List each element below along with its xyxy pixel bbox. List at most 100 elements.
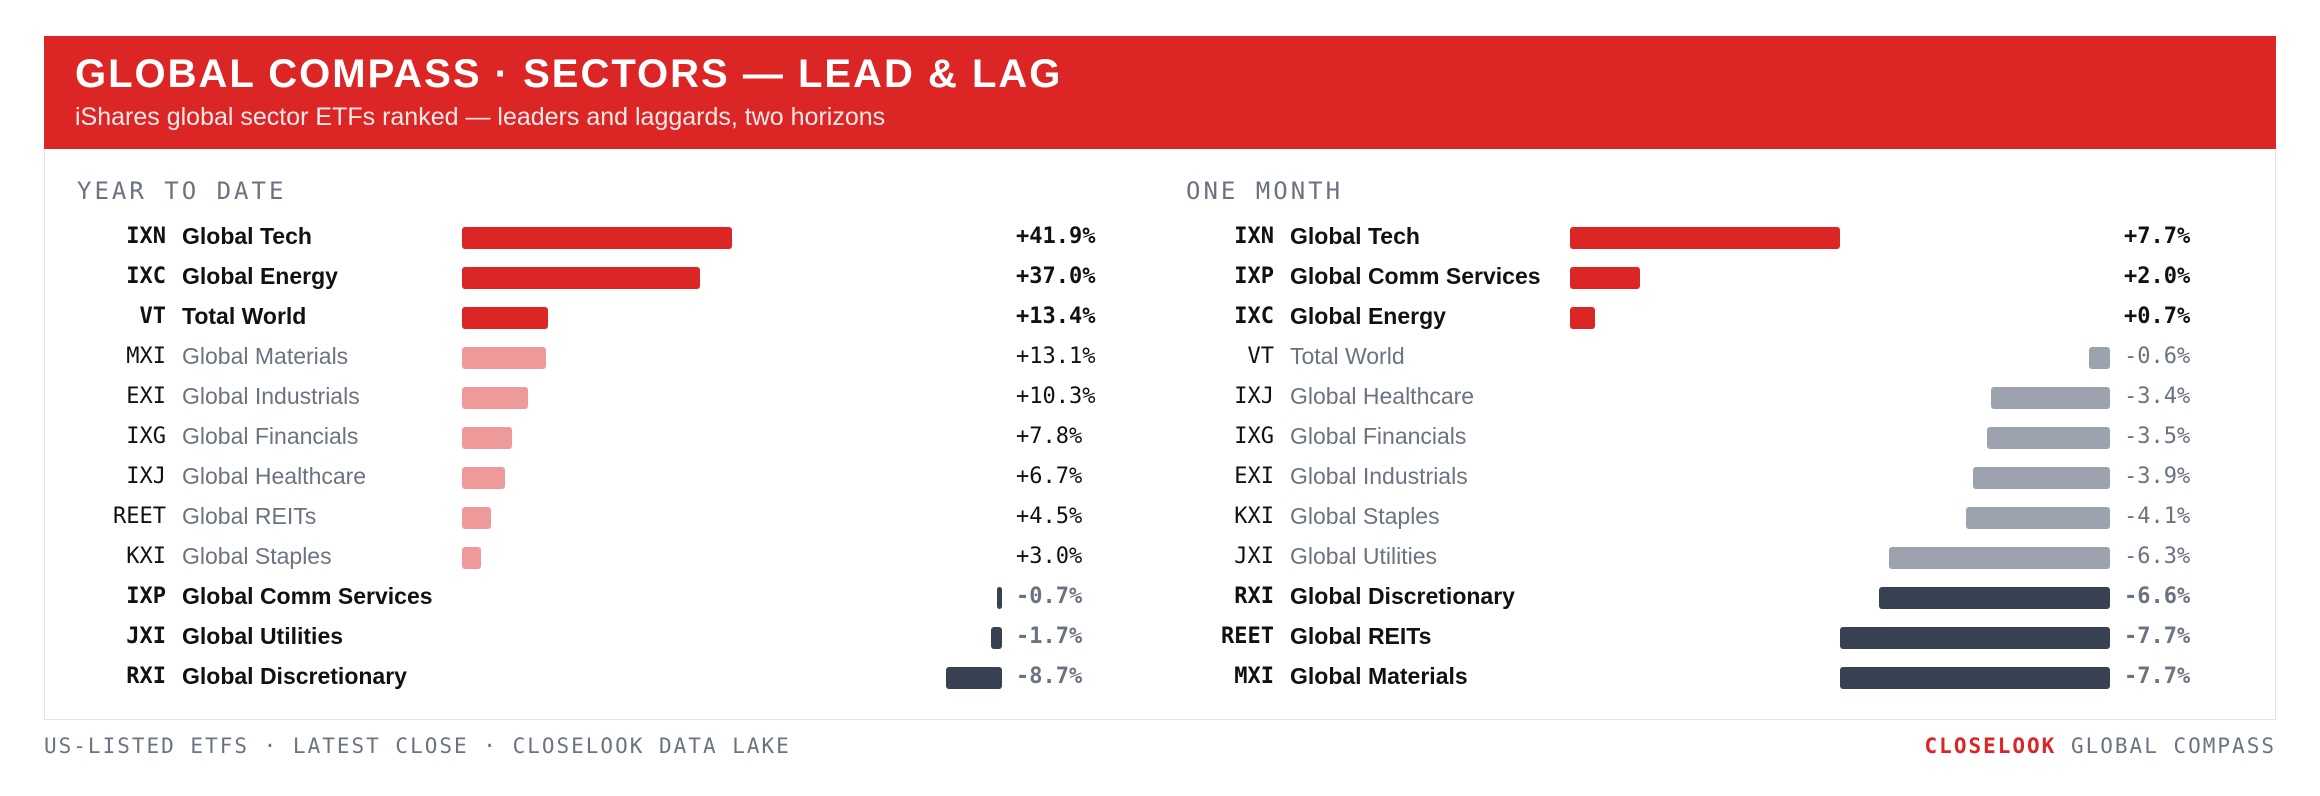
- data-label: +2.0%: [2124, 264, 2191, 289]
- header-banner: GLOBAL COMPASS · SECTORS — LEAD & LAG iS…: [44, 36, 2276, 149]
- page-subtitle: iShares global sector ETFs ranked — lead…: [75, 103, 886, 131]
- data-label: -3.4%: [2124, 384, 2191, 409]
- ytd-row-vt: VT Total World +13.4%: [0, 297, 2320, 337]
- tick-label-name: Global Discretionary: [182, 663, 407, 689]
- data-label: +0.7%: [2124, 304, 2191, 329]
- data-label: +37.0%: [1016, 264, 1096, 289]
- bar-mark: [462, 507, 491, 529]
- tick-label-name: Global Energy: [1290, 303, 1446, 329]
- tick-label-name: Global Financials: [1290, 423, 1467, 449]
- data-label: +6.7%: [1016, 464, 1083, 489]
- brand-product: GLOBAL COMPASS: [2070, 734, 2276, 758]
- bar-mark: [945, 667, 1002, 689]
- data-label: -0.7%: [1016, 584, 1083, 609]
- bar-mark: [1878, 587, 2110, 609]
- tick-label-ticker: IXC: [126, 264, 166, 289]
- data-label: -0.6%: [2124, 344, 2191, 369]
- tick-label-ticker: JXI: [126, 624, 166, 649]
- data-label: +10.3%: [1016, 384, 1096, 409]
- tick-label-ticker: IXN: [126, 224, 166, 249]
- month-row-ixj: IXJ Global Healthcare -3.4%: [0, 377, 2320, 417]
- data-label: -3.5%: [2124, 424, 2191, 449]
- tick-label-name: Global Materials: [1290, 663, 1468, 689]
- ytd-row-ixn: IXN Global Tech +41.9%: [0, 217, 2320, 257]
- tick-label-name: Global Staples: [182, 543, 332, 569]
- bar-mark: [462, 347, 547, 369]
- data-label: -8.7%: [1016, 664, 1083, 689]
- tick-label-ticker: IXP: [126, 584, 166, 609]
- tick-label-name: Global Utilities: [1290, 543, 1437, 569]
- month-row-rxi: RXI Global Discretionary -6.6%: [0, 577, 2320, 617]
- ytd-row-mxi: MXI Global Materials +13.1%: [0, 337, 2320, 377]
- bar-mark: [462, 467, 506, 489]
- month-row-mxi: MXI Global Materials -7.7%: [0, 657, 2320, 697]
- bar-mark: [1840, 667, 2110, 689]
- tick-label-name: Global Staples: [1290, 503, 1440, 529]
- bar-mark: [1570, 227, 1840, 249]
- tick-label-name: Global Comm Services: [182, 583, 433, 609]
- footer-source: US-LISTED ETFS · LATEST CLOSE · CLOSELOO…: [44, 734, 791, 758]
- bar-mark: [991, 627, 1002, 649]
- bar-mark: [462, 387, 529, 409]
- tick-label-ticker: IXN: [1234, 224, 1274, 249]
- tick-label-name: Global REITs: [182, 503, 317, 529]
- tick-label-ticker: REET: [113, 504, 166, 529]
- bar-mark: [1987, 427, 2110, 449]
- ytd-row-ixp: IXP Global Comm Services -0.7%: [0, 577, 2320, 617]
- tick-label-name: Global Financials: [182, 423, 359, 449]
- footer-brand: CLOSELOOK GLOBAL COMPASS: [1925, 734, 2276, 758]
- month-row-ixn: IXN Global Tech +7.7%: [0, 217, 2320, 257]
- month-row-vt: VT Total World -0.6%: [0, 337, 2320, 377]
- bar-mark: [1990, 387, 2110, 409]
- bar-mark: [462, 307, 549, 329]
- data-label: -3.9%: [2124, 464, 2191, 489]
- data-label: -1.7%: [1016, 624, 1083, 649]
- month-row-jxi: JXI Global Utilities -6.3%: [0, 537, 2320, 577]
- data-label: +13.4%: [1016, 304, 1096, 329]
- tick-label-ticker: VT: [139, 304, 167, 329]
- data-label: +4.5%: [1016, 504, 1083, 529]
- tick-label-name: Global Utilities: [182, 623, 344, 649]
- bar-mark: [1570, 307, 1595, 329]
- bar-mark: [1973, 467, 2110, 489]
- bar-mark: [1840, 627, 2110, 649]
- bar-mark: [462, 227, 732, 249]
- tick-label-ticker: VT: [1247, 344, 1275, 369]
- tick-label-name: Global REITs: [1290, 623, 1432, 649]
- month-row-ixg: IXG Global Financials -3.5%: [0, 417, 2320, 457]
- data-label: +7.8%: [1016, 424, 1083, 449]
- tick-label-ticker: IXG: [126, 424, 166, 449]
- ytd-row-reet: REET Global REITs +4.5%: [0, 497, 2320, 537]
- ytd-row-ixj: IXJ Global Healthcare +6.7%: [0, 457, 2320, 497]
- tick-label-ticker: IXJ: [1234, 384, 1274, 409]
- data-label: +7.7%: [2124, 224, 2191, 249]
- data-label: -7.7%: [2124, 664, 2191, 689]
- month-row-ixp: IXP Global Comm Services +2.0%: [0, 257, 2320, 297]
- tick-label-ticker: KXI: [1234, 504, 1274, 529]
- data-label: +41.9%: [1016, 224, 1096, 249]
- ytd-row-kxi: KXI Global Staples +3.0%: [0, 537, 2320, 577]
- data-label: -6.3%: [2124, 544, 2191, 569]
- month-row-reet: REET Global REITs -7.7%: [0, 617, 2320, 657]
- tick-label-name: Global Materials: [182, 343, 349, 369]
- bar-mark: [1966, 507, 2110, 529]
- tick-label-ticker: IXG: [1234, 424, 1274, 449]
- bar-mark: [1570, 267, 1641, 289]
- tick-label-ticker: IXJ: [126, 464, 166, 489]
- tick-label-name: Total World: [182, 303, 307, 329]
- tick-label-ticker: EXI: [126, 384, 166, 409]
- tick-label-name: Total World: [1290, 343, 1405, 369]
- data-label: -4.1%: [2124, 504, 2191, 529]
- ytd-row-exi: EXI Global Industrials +10.3%: [0, 377, 2320, 417]
- tick-label-name: Global Tech: [1290, 223, 1420, 249]
- month-row-exi: EXI Global Industrials -3.9%: [0, 457, 2320, 497]
- tick-label-ticker: MXI: [126, 344, 166, 369]
- tick-label-ticker: REET: [1221, 624, 1274, 649]
- tick-label-name: Global Discretionary: [1290, 583, 1515, 609]
- ytd-row-rxi: RXI Global Discretionary -8.7%: [0, 657, 2320, 697]
- tick-label-ticker: JXI: [1234, 544, 1274, 569]
- page-title: GLOBAL COMPASS · SECTORS — LEAD & LAG: [75, 52, 1063, 96]
- one-month-section-title: ONE MONTH: [1186, 177, 1344, 205]
- tick-label-ticker: EXI: [1234, 464, 1274, 489]
